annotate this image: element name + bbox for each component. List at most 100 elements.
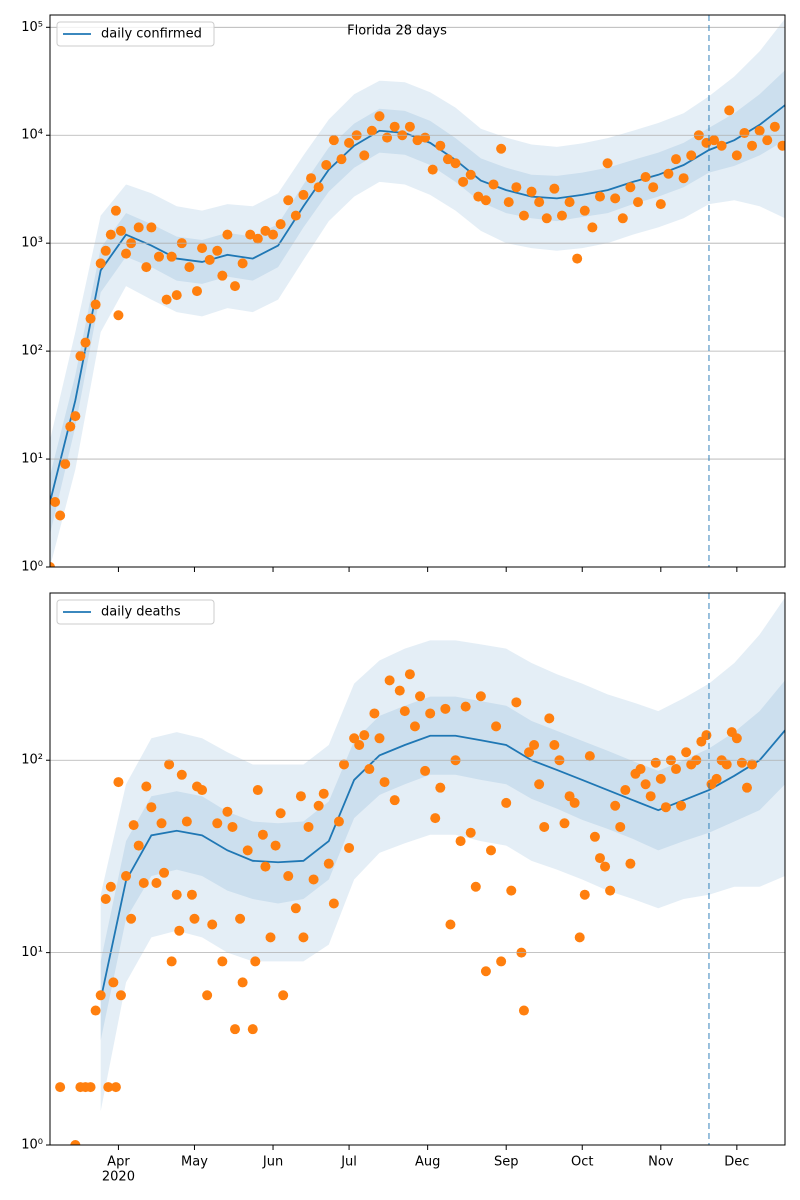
data-point — [777, 140, 785, 151]
data-point — [465, 827, 476, 838]
x-tick-label: Sep — [494, 1155, 519, 1170]
data-point — [747, 759, 758, 770]
data-point — [496, 143, 507, 154]
data-point — [105, 881, 116, 892]
data-point — [600, 861, 611, 872]
data-point — [242, 845, 253, 856]
data-point — [412, 135, 423, 146]
data-point — [159, 867, 170, 878]
data-point — [460, 701, 471, 712]
data-point — [480, 966, 491, 977]
data-point — [260, 225, 271, 236]
data-point — [126, 913, 137, 924]
data-point — [731, 733, 742, 744]
data-point — [420, 132, 431, 143]
data-point — [283, 871, 294, 882]
data-point — [298, 189, 309, 200]
data-point — [278, 990, 289, 1001]
data-point — [174, 925, 185, 936]
data-point — [95, 990, 106, 1001]
y-tick-label: 10⁴ — [21, 128, 43, 143]
legend: daily confirmed — [56, 21, 215, 47]
data-point — [184, 262, 195, 273]
data-point — [186, 889, 197, 900]
data-point — [534, 197, 545, 208]
data-point — [328, 898, 339, 909]
data-point — [295, 791, 306, 802]
data-point — [602, 158, 613, 169]
data-point — [204, 254, 215, 265]
axes-frame — [49, 14, 786, 568]
data-point — [701, 730, 712, 741]
data-point — [496, 956, 507, 967]
data-point — [336, 154, 347, 165]
data-point — [141, 262, 152, 273]
data-point — [534, 779, 545, 790]
panel: 10⁰ 10¹ 10² Apr May Jun Jul Aug Sep Oct Nov Dec 2020… — [21, 592, 786, 1185]
data-point — [333, 816, 344, 827]
data-point — [503, 197, 514, 208]
plot-area — [50, 18, 785, 567]
data-point — [549, 739, 560, 750]
data-point — [518, 1005, 529, 1016]
confidence-band — [100, 597, 785, 1112]
data-point — [313, 800, 324, 811]
data-point — [128, 820, 139, 831]
data-point — [541, 213, 552, 224]
data-point — [741, 782, 752, 793]
data-point — [711, 773, 722, 784]
data-point — [655, 199, 666, 210]
data-point — [480, 195, 491, 206]
data-point — [475, 691, 486, 702]
data-point — [491, 721, 502, 732]
data-point — [85, 313, 96, 324]
data-point — [181, 816, 192, 827]
data-point — [605, 885, 616, 896]
data-point — [671, 154, 682, 165]
y-tick-label: 10⁰ — [21, 1138, 43, 1153]
data-point — [620, 785, 631, 796]
data-point — [222, 229, 233, 240]
data-point — [146, 802, 157, 813]
data-point — [265, 932, 276, 943]
data-point — [450, 158, 461, 169]
data-point — [313, 182, 324, 193]
data-point — [559, 818, 570, 829]
data-point — [268, 229, 279, 240]
data-point — [308, 874, 319, 885]
data-point — [70, 1140, 81, 1145]
data-point — [171, 889, 182, 900]
x-tick-label: Nov — [648, 1155, 674, 1170]
data-point — [113, 310, 124, 321]
data-point — [518, 210, 529, 221]
data-point — [339, 759, 349, 770]
data-point — [731, 150, 742, 161]
data-point — [227, 821, 238, 832]
data-point — [359, 730, 370, 741]
data-point — [138, 878, 149, 889]
data-point — [579, 889, 590, 900]
data-point — [676, 800, 687, 811]
data-point — [430, 813, 441, 824]
confidence-band — [50, 70, 785, 535]
data-point — [344, 137, 355, 148]
data-point — [153, 251, 164, 262]
data-point — [379, 777, 390, 788]
data-point — [716, 140, 727, 151]
data-point — [103, 1082, 114, 1093]
data-point — [762, 135, 773, 146]
data-point — [212, 818, 223, 829]
data-point — [572, 253, 583, 264]
data-point — [587, 222, 598, 233]
data-point — [151, 878, 162, 889]
data-point — [384, 675, 395, 686]
legend: daily deaths — [56, 599, 215, 625]
data-point — [615, 821, 626, 832]
data-point — [569, 797, 580, 808]
data-point — [306, 173, 317, 184]
data-point — [564, 197, 575, 208]
data-point — [354, 739, 365, 750]
data-point — [156, 818, 167, 829]
data-point — [686, 150, 697, 161]
data-point — [257, 829, 268, 840]
